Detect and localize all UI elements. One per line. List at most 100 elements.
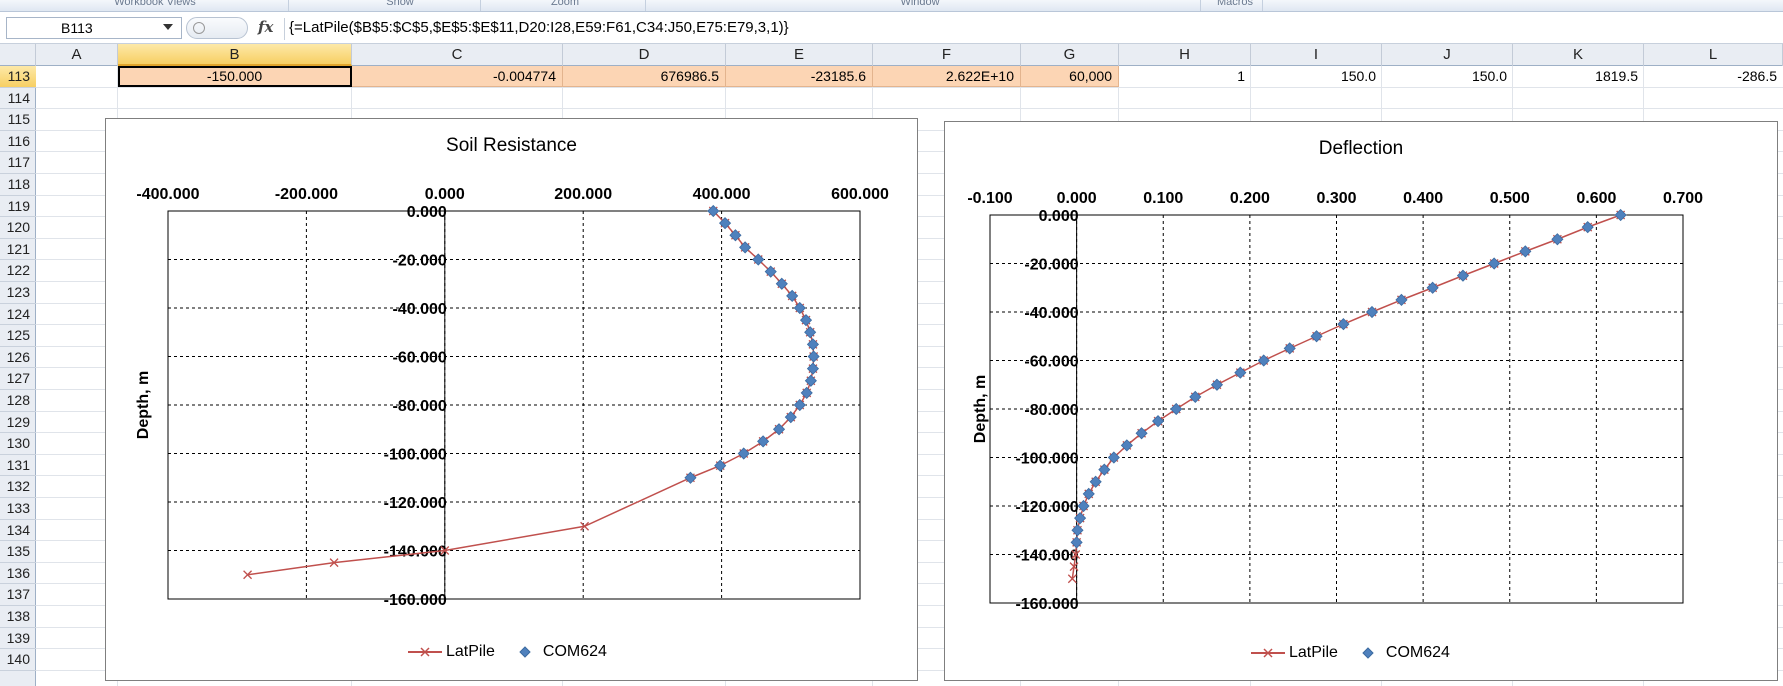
soil-resistance-chart[interactable]: Soil Resistance -400.000 -200.000 0.000 200… [105,118,918,681]
row-header-137[interactable]: 137 [0,584,36,606]
data-point-diamond-marker [775,277,788,290]
row-header-124[interactable]: 124 [0,304,36,326]
data-point-diamond-marker [757,435,770,448]
column-header-h[interactable]: H [1119,44,1251,66]
cell-g113[interactable]: 60,000 [1021,66,1119,87]
cell-h113[interactable]: 1 [1237,68,1245,84]
data-point-diamond-marker [737,447,750,460]
cell-b113[interactable]: -150.000 [118,66,352,87]
row-header-138[interactable]: 138 [0,606,36,628]
row-gridline [36,86,1783,88]
row-header-126[interactable]: 126 [0,347,36,369]
column-header-l[interactable]: L [1644,44,1783,66]
row-header-125[interactable]: 125 [0,325,36,347]
column-header-g[interactable]: G [1021,44,1119,66]
x-tick-label: 600.000 [831,186,889,203]
row-header-115[interactable]: 115 [0,109,36,131]
y-tick-label: -40.000 [393,301,447,318]
column-header-d[interactable]: D [563,44,726,66]
chart-title: Soil Resistance [446,135,577,156]
row-header-127[interactable]: 127 [0,368,36,390]
row-header-122[interactable]: 122 [0,260,36,282]
row-header-129[interactable]: 129 [0,412,36,434]
y-tick-label: -20.000 [393,253,447,270]
cell-j113[interactable]: 150.0 [1471,68,1507,84]
legend-label-com624: COM624 [542,643,607,660]
row-header-134[interactable]: 134 [0,520,36,542]
row-header-114[interactable]: 114 [0,88,36,110]
ribbon-separator [645,0,646,11]
row-header-131[interactable]: 131 [0,455,36,477]
name-box[interactable]: B113 [6,17,182,39]
ribbon-group-macros[interactable]: Macros [1216,0,1254,8]
row-header-140[interactable]: 140 [0,649,36,671]
row-header-121[interactable]: 121 [0,239,36,261]
formula-input[interactable]: {=LatPile($B$5:$C$5,$E$5:$E$11,D20:I28,E… [284,18,789,40]
data-point-diamond-marker [807,350,820,363]
row-header-132[interactable]: 132 [0,476,36,498]
row-header-135[interactable]: 135 [0,541,36,563]
chart-legend: LatPile COM624 [1251,644,1466,662]
x-tick-label: 400.000 [693,186,751,203]
y-tick-label: -100.000 [384,447,447,464]
ribbon-group-strip: Workbook Views Show Zoom Window Macros [0,0,1783,12]
cell-l113[interactable]: -286.5 [1737,68,1777,84]
cell-f113[interactable]: 2.622E+10 [873,66,1021,87]
row-header-118[interactable]: 118 [0,174,36,196]
column-header-k[interactable]: K [1513,44,1644,66]
column-header-e[interactable]: E [726,44,873,66]
row-header-117[interactable]: 117 [0,152,36,174]
name-box-dropdown-icon[interactable] [163,24,173,30]
cell-e113[interactable]: -23185.6 [726,66,873,87]
data-point-diamond-marker [1337,318,1350,331]
formula-bar-resize-grip[interactable] [186,17,248,39]
column-header-c[interactable]: C [352,44,563,66]
y-tick-label: 0.000 [407,204,447,221]
column-header-a[interactable]: A [36,44,118,66]
data-point-diamond-marker [1120,439,1133,452]
column-header-j[interactable]: J [1382,44,1513,66]
data-point-diamond-marker [1488,257,1501,270]
cell-k113[interactable]: 1819.5 [1595,68,1638,84]
ribbon-group-show[interactable]: Show [386,0,414,8]
y-tick-label: -100.000 [1015,451,1078,468]
y-tick-label: -120.000 [384,495,447,512]
data-point-diamond-marker [1077,499,1090,513]
row-header-120[interactable]: 120 [0,217,36,239]
deflection-chart[interactable]: Deflection -0.100 0.000 0.100 0.200 0.300 0.4… [944,121,1778,681]
data-point-diamond-marker [1189,390,1202,403]
row-header-139[interactable]: 139 [0,628,36,650]
data-point-diamond-marker [739,241,752,254]
data-point-diamond-marker [1135,427,1148,440]
row-header-119[interactable]: 119 [0,196,36,218]
row-header-116[interactable]: 116 [0,131,36,153]
x-tick-label: 0.700 [1663,190,1703,207]
ribbon-group-window[interactable]: Window [900,0,940,8]
cell-d113[interactable]: 676986.5 [563,66,726,87]
chart-title: Deflection [1318,138,1404,159]
data-point-diamond-marker [764,265,777,278]
y-axis-label: Depth, m [135,371,152,439]
data-point-x-marker [329,558,339,568]
select-all-corner[interactable] [0,44,36,66]
row-header-128[interactable]: 128 [0,390,36,412]
data-point-diamond-marker [1426,281,1439,294]
column-header-f[interactable]: F [873,44,1021,66]
row-header-113[interactable]: 113 [0,66,36,88]
cell-i113[interactable]: 150.0 [1340,68,1376,84]
row-header-136[interactable]: 136 [0,563,36,585]
column-header-i[interactable]: I [1251,44,1382,66]
row-header-123[interactable]: 123 [0,282,36,304]
row-header-133[interactable]: 133 [0,498,36,520]
ribbon-group-zoom[interactable]: Zoom [550,0,580,8]
data-point-diamond-marker [1082,487,1095,500]
data-point-diamond-marker [1071,524,1084,537]
ribbon-group-workbook-views[interactable]: Workbook Views [114,0,196,8]
row-header-130[interactable]: 130 [0,433,36,455]
legend-x-marker-icon [1251,648,1285,658]
data-point-diamond-marker [729,229,742,242]
cell-c113[interactable]: -0.004774 [352,66,563,87]
insert-function-icon[interactable]: fx [258,18,274,36]
data-point-x-marker [580,521,590,531]
column-header-b[interactable]: B [118,44,352,66]
